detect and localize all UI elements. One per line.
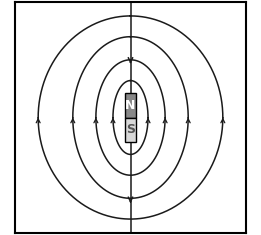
Text: N: N xyxy=(125,99,136,112)
Bar xyxy=(125,118,136,141)
Text: S: S xyxy=(126,123,135,136)
Bar xyxy=(125,94,136,118)
